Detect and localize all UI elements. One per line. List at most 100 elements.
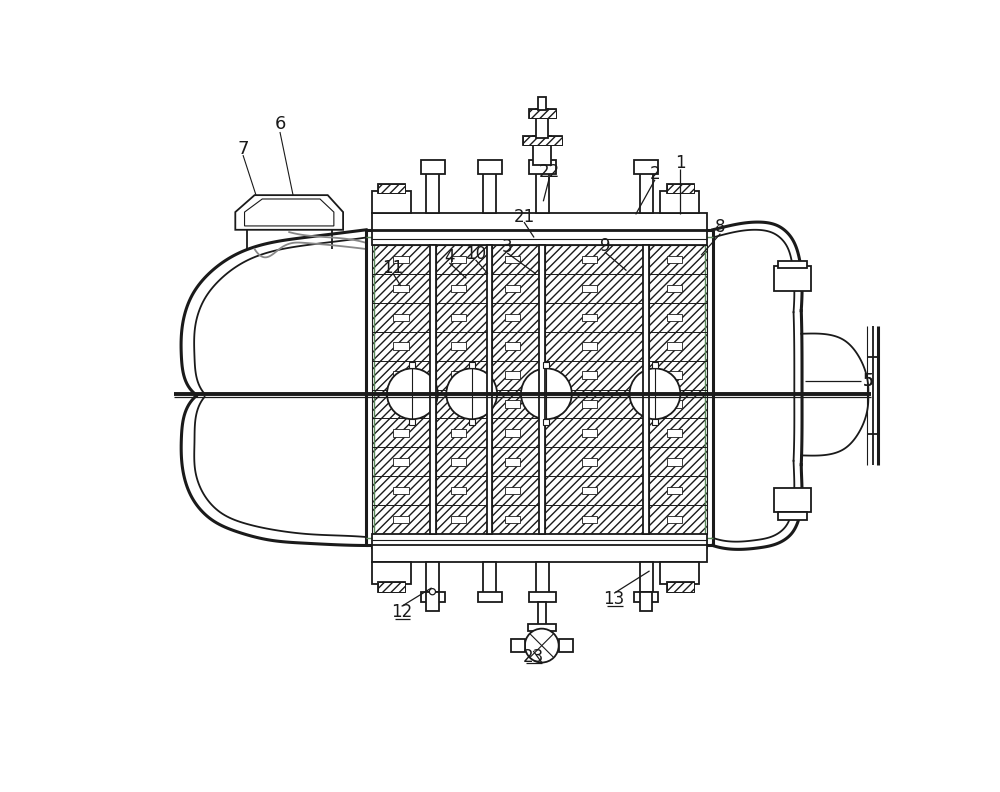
Bar [539,246,545,534]
Bar [582,458,597,466]
Bar [451,516,466,524]
Bar [451,458,466,466]
Text: 7: 7 [237,140,249,158]
Bar [582,429,597,436]
Bar [523,136,562,145]
Bar [409,362,415,368]
Bar [378,582,405,592]
Bar [778,512,807,520]
Bar [393,400,409,408]
Bar [559,639,573,652]
Bar [529,109,556,118]
Bar [529,161,556,174]
Bar [660,192,699,213]
Text: 2: 2 [650,165,660,183]
Bar [478,161,502,174]
Text: 13: 13 [604,590,625,608]
Bar [451,256,466,264]
Bar [393,516,409,524]
Bar [372,213,707,230]
Bar [511,639,525,652]
Bar [666,371,682,379]
Polygon shape [245,199,334,226]
Bar [469,362,475,368]
Bar [538,97,546,110]
Bar [666,284,682,292]
Text: 22: 22 [539,163,560,181]
Bar [372,562,411,584]
Text: 10: 10 [465,245,486,263]
Bar [451,342,466,350]
Text: 9: 9 [600,237,610,255]
Bar [666,458,682,466]
Bar [529,592,556,603]
Bar [483,170,496,213]
Circle shape [387,368,438,419]
Bar [582,284,597,292]
Bar [393,429,409,436]
Bar [378,582,405,592]
Bar [582,314,597,322]
Bar [666,429,682,436]
Bar [582,487,597,494]
Bar [666,400,682,408]
Bar [426,170,439,213]
Bar [774,488,811,512]
Bar [523,136,562,145]
Bar [545,246,643,534]
Bar [666,582,694,592]
Circle shape [429,588,436,595]
Bar [505,487,520,494]
Bar [430,246,436,534]
Bar [393,371,409,379]
Text: 8: 8 [715,219,726,237]
Polygon shape [235,195,343,230]
Bar [426,562,439,593]
Bar [451,400,466,408]
Bar [487,246,492,534]
Bar [469,419,475,425]
Bar [640,592,652,611]
Circle shape [525,629,559,663]
Bar [582,371,597,379]
Text: 5: 5 [863,372,873,390]
Bar [634,161,658,174]
Text: 3: 3 [502,238,512,256]
Bar [543,419,549,425]
Bar [505,371,520,379]
Bar [505,342,520,350]
Text: 5: 5 [863,372,874,390]
Bar [505,516,520,524]
Bar [666,314,682,322]
Bar [536,170,549,213]
Bar [582,256,597,264]
Bar [451,429,466,436]
Bar [426,592,439,611]
Bar [774,266,811,291]
Bar [492,246,539,534]
Bar [451,284,466,292]
Text: 1: 1 [675,154,686,172]
Bar [409,419,415,425]
Bar [582,342,597,350]
Bar [421,161,445,174]
Bar [649,246,707,534]
Bar [652,362,658,368]
Bar [505,314,520,322]
Bar [451,314,466,322]
Bar [478,592,502,603]
Bar [536,109,548,138]
Bar [372,246,430,534]
Bar [640,170,653,213]
Text: 12: 12 [391,604,412,622]
Bar [505,284,520,292]
Bar [378,184,405,192]
Text: 21: 21 [513,208,535,226]
Bar [505,429,520,436]
Bar [393,256,409,264]
Bar [393,314,409,322]
Bar [529,109,556,118]
Bar [372,546,707,562]
Bar [483,562,496,593]
Bar [393,487,409,494]
